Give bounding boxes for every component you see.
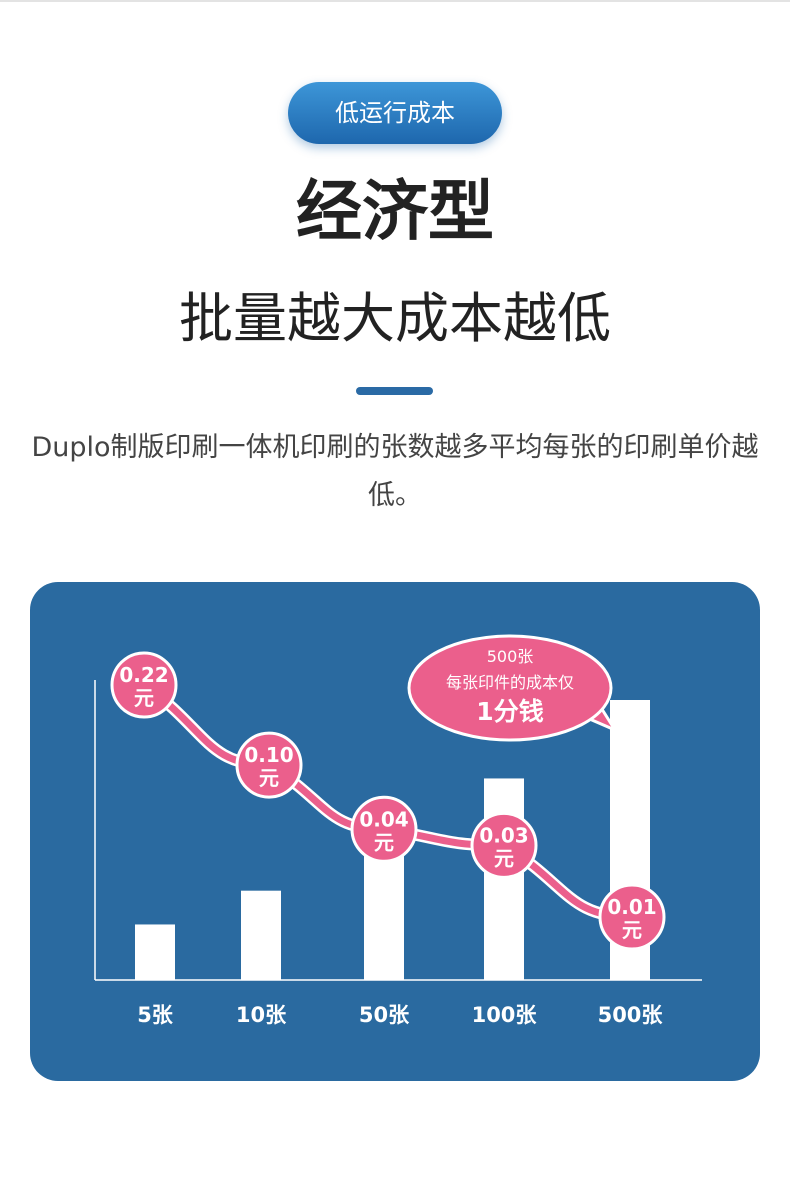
bar-1 xyxy=(241,890,281,980)
page-subtitle: 批量越大成本越低 xyxy=(179,287,611,350)
x-tick-label-0: 5张 xyxy=(137,1003,174,1027)
top-divider-line xyxy=(0,0,790,2)
cost-label-value-1: 0.10 xyxy=(244,743,293,767)
cost-label-value-0: 0.22 xyxy=(119,663,168,687)
accent-divider xyxy=(356,387,433,395)
chart-panel: 5张 10张 50张 100张 500张 0.22 元 0.10 元 0.04 元 0.03 元 0.01… xyxy=(30,582,760,1081)
cost-label-unit-3: 元 xyxy=(494,846,514,870)
cost-point-1 xyxy=(235,731,303,799)
x-tick-label-1: 10张 xyxy=(236,1003,287,1027)
cost-point-0 xyxy=(110,651,178,719)
cost-label-unit-0: 元 xyxy=(134,686,154,710)
badge-low-running-cost: 低运行成本 xyxy=(288,82,502,144)
callout-line-1: 500张 xyxy=(487,647,534,666)
callout-line-3: 1分钱 xyxy=(476,697,543,726)
callout-line-2: 每张印件的成本仅 xyxy=(446,673,574,692)
x-tick-label-3: 100张 xyxy=(472,1003,538,1027)
cost-label-value-2: 0.04 xyxy=(359,807,408,831)
cost-label-unit-2: 元 xyxy=(374,830,394,854)
cost-point-3 xyxy=(470,811,538,879)
page-title: 经济型 xyxy=(296,173,494,250)
cost-point-2 xyxy=(350,795,418,863)
x-tick-label-4: 500张 xyxy=(598,1003,664,1027)
bar-0 xyxy=(135,924,175,980)
bar-3 xyxy=(484,778,524,980)
cost-label-value-3: 0.03 xyxy=(479,823,528,847)
callout-bubble xyxy=(407,634,613,742)
cost-point-4 xyxy=(598,883,666,951)
callout-tail-joint xyxy=(573,697,597,720)
cost-label-value-4: 0.01 xyxy=(607,895,656,919)
description-text: Duplo制版印刷一体机印刷的张数越多平均每张的印刷单价越低。 xyxy=(31,432,759,511)
cost-label-unit-1: 元 xyxy=(259,766,279,790)
cost-label-unit-4: 元 xyxy=(622,918,642,942)
x-tick-label-2: 50张 xyxy=(359,1003,410,1027)
